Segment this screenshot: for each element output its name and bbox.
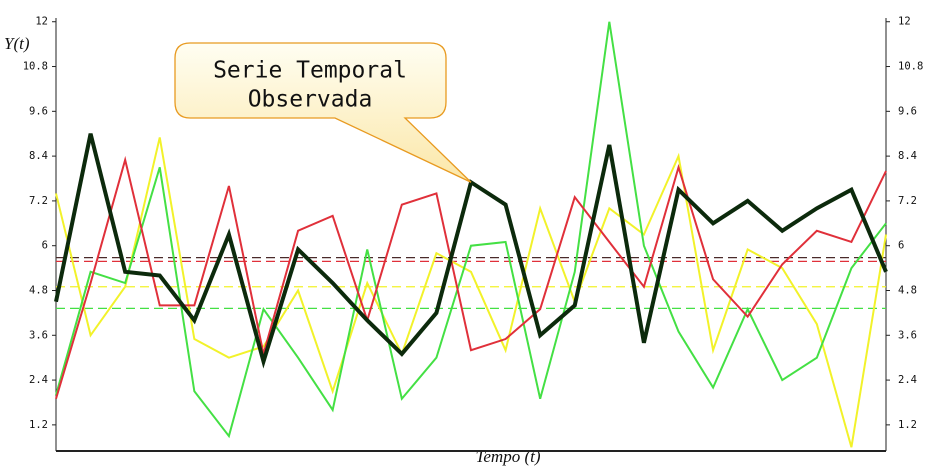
y2-tick-label: 12 [898, 16, 911, 28]
y-tick-label: 10.8 [23, 61, 48, 73]
y-tick-label: 9.6 [29, 105, 48, 117]
callout-text: Serie Temporal [213, 58, 407, 84]
series-line [55, 137, 887, 448]
y-tick-label: 2.4 [29, 374, 48, 386]
y-tick-label: 12 [35, 16, 48, 28]
y2-tick-label: 10.8 [898, 61, 923, 73]
y-tick-label: 8.4 [29, 150, 48, 162]
y-axis-label: Y(t) [4, 34, 30, 53]
y2-tick-label: 2.4 [898, 374, 917, 386]
y2-tick-label: 6 [898, 240, 904, 252]
y2-tick-label: 4.8 [898, 284, 917, 296]
y2-tick-label: 1.2 [898, 419, 917, 431]
series-line [55, 21, 887, 439]
y-tick-label: 6 [42, 240, 48, 252]
y2-tick-label: 8.4 [898, 150, 917, 162]
callout-text: Observada [248, 87, 373, 113]
y-tick-label: 4.8 [29, 284, 48, 296]
y2-tick-label: 3.6 [898, 329, 917, 341]
y-tick-label: 3.6 [29, 329, 48, 341]
series-line [55, 155, 887, 400]
y-tick-label: 7.2 [29, 195, 48, 207]
y2-tick-label: 7.2 [898, 195, 917, 207]
y-tick-label: 1.2 [29, 419, 48, 431]
callout [174, 42, 472, 183]
y2-tick-label: 9.6 [898, 105, 917, 117]
x-axis-label: Tempo (t) [475, 447, 540, 466]
